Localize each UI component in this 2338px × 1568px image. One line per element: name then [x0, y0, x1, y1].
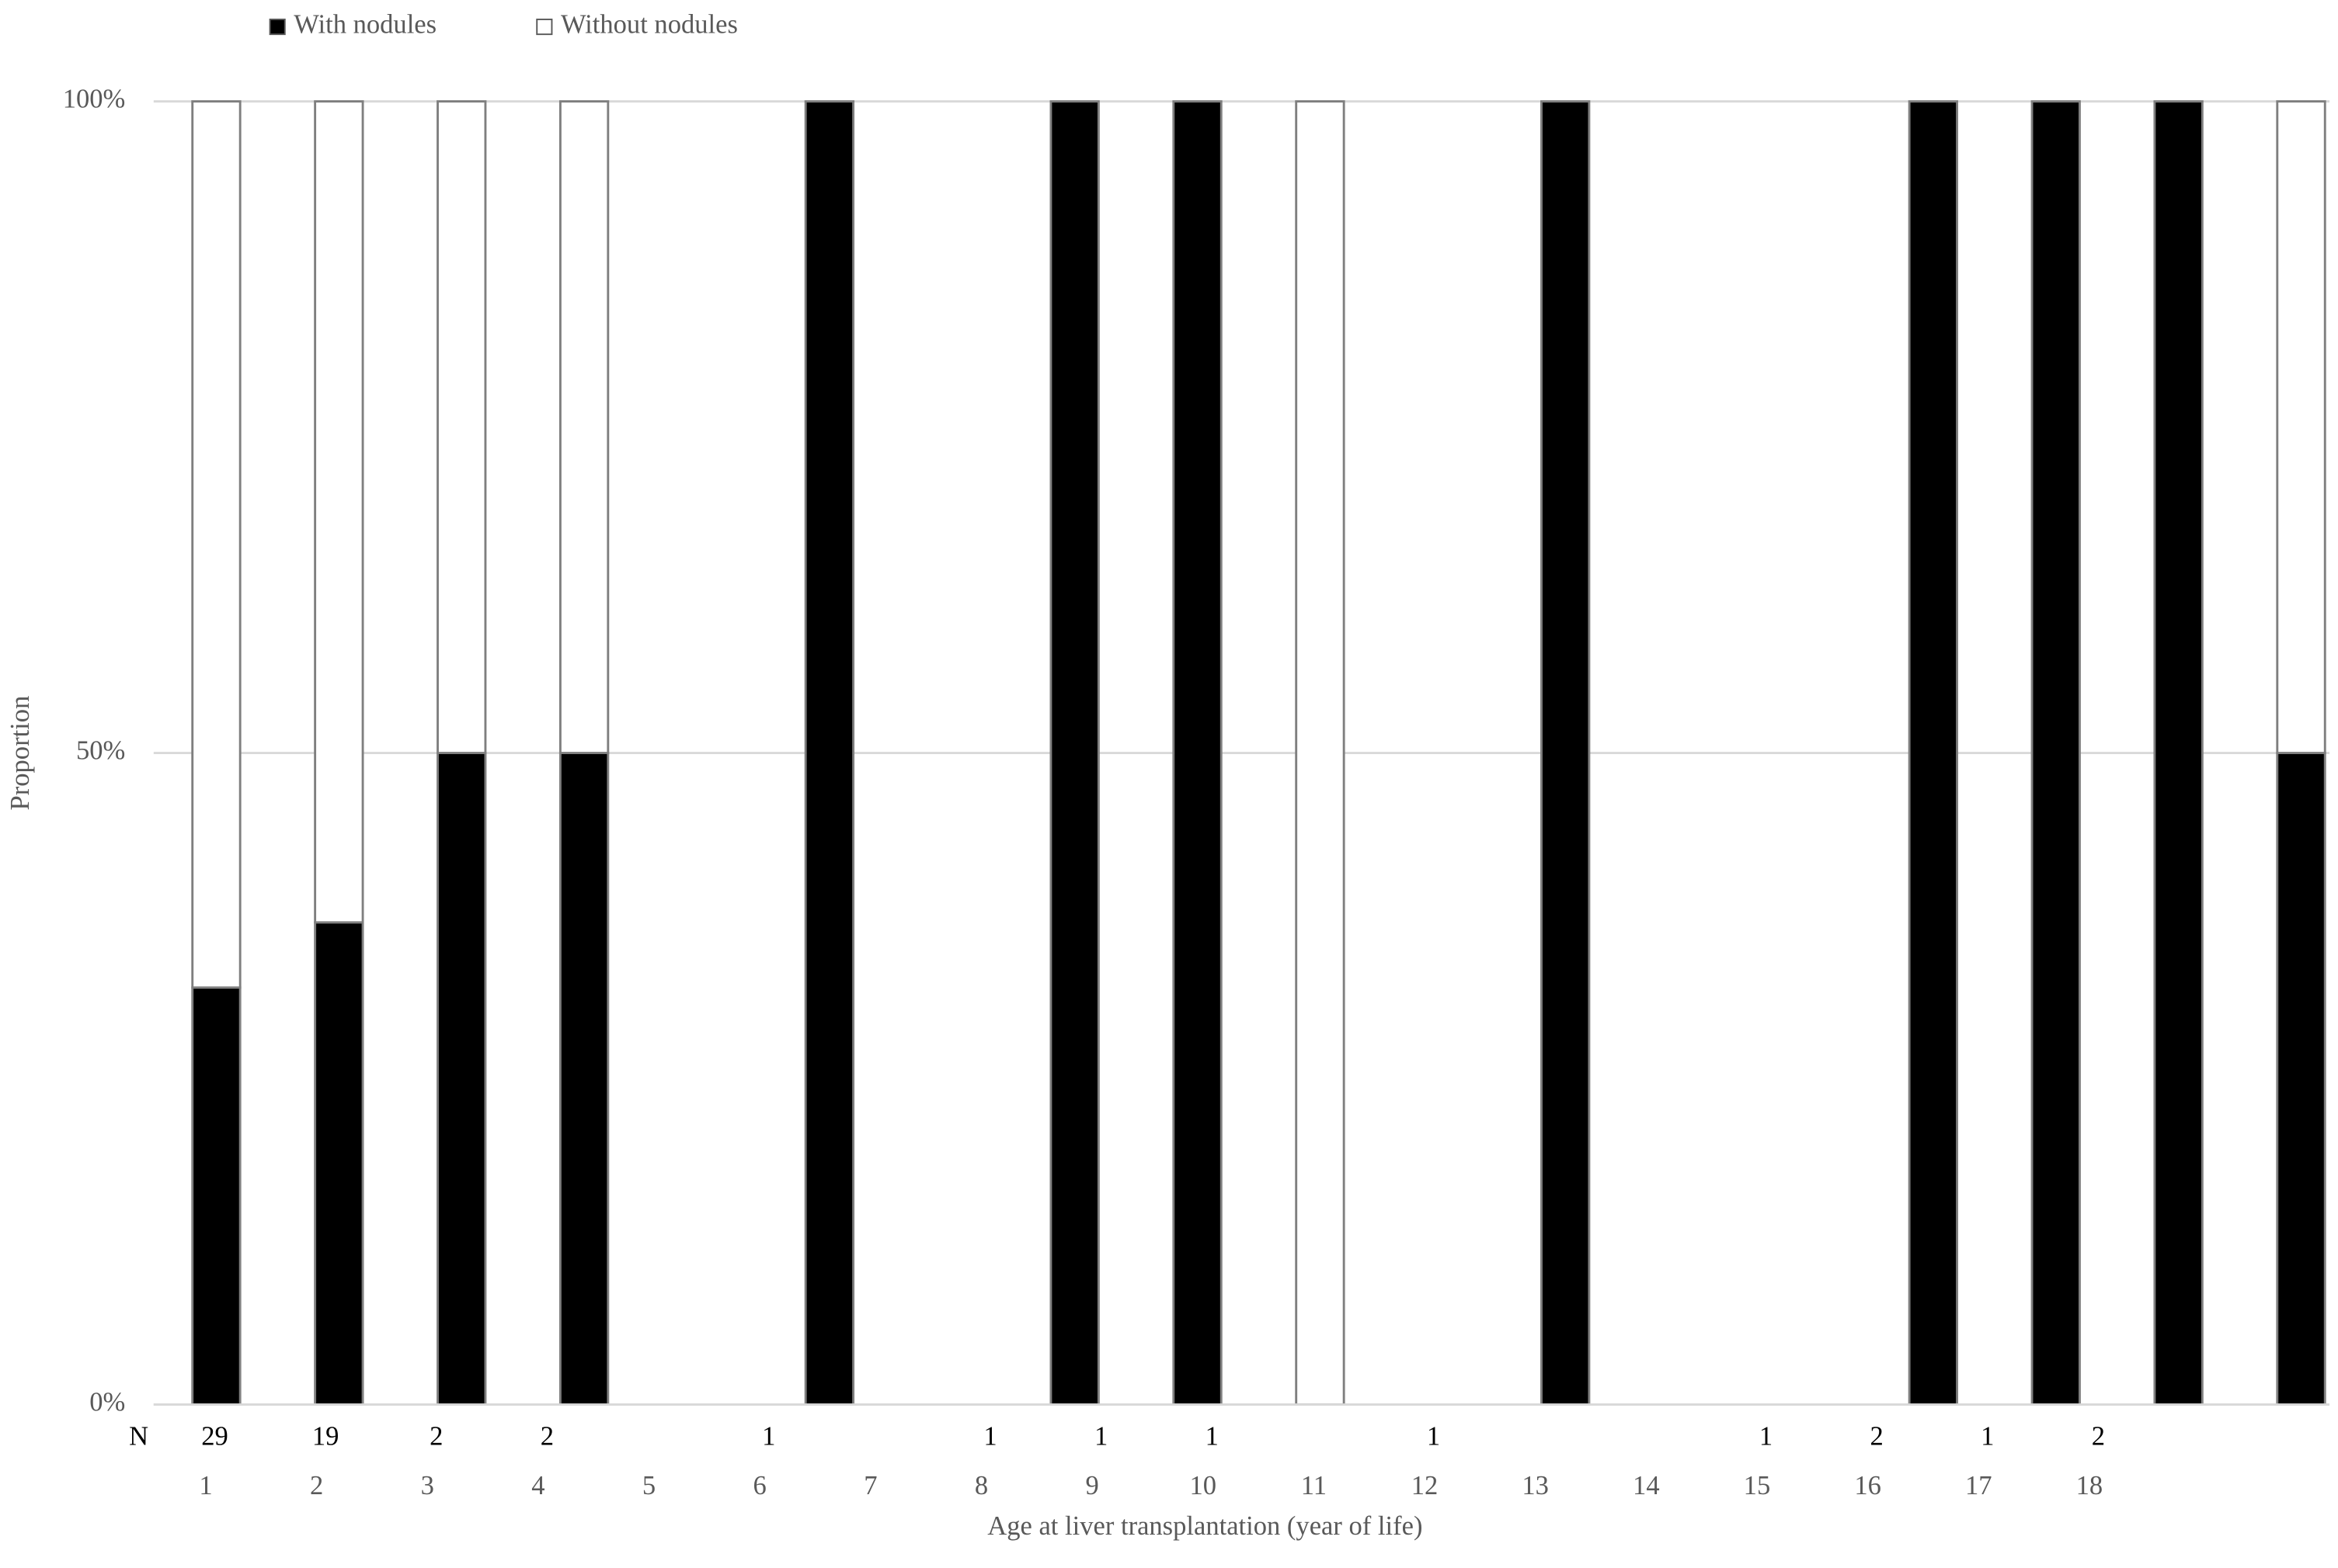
bar-segment — [1540, 100, 1591, 1406]
x-tick-label: 11 — [1301, 1471, 1327, 1500]
x-tick-label: 3 — [421, 1471, 434, 1500]
n-value: 1 — [1981, 1422, 1994, 1452]
x-tick-label: 18 — [2076, 1471, 2103, 1500]
x-axis-title: Age at liver transplantation (year of li… — [987, 1511, 1422, 1541]
bar-segment — [2030, 100, 2081, 1406]
legend-label: Without nodules — [561, 9, 738, 39]
n-value: 19 — [312, 1422, 339, 1452]
x-tick-label: 16 — [1854, 1471, 1881, 1500]
legend-label: With nodules — [294, 9, 437, 39]
x-tick-label: 7 — [864, 1471, 877, 1500]
x-tick-label: 12 — [1411, 1471, 1439, 1500]
n-value: 29 — [201, 1422, 228, 1452]
x-tick-label: 15 — [1744, 1471, 1771, 1500]
y-axis-title: Proportion — [5, 696, 35, 811]
bar-segment — [558, 752, 610, 1406]
bar-segment — [2276, 752, 2326, 1406]
n-value: 1 — [1206, 1422, 1219, 1452]
n-value: 2 — [430, 1422, 443, 1452]
x-tick-label: 8 — [975, 1471, 988, 1500]
x-tick-label: 14 — [1633, 1471, 1660, 1500]
x-tick-label: 13 — [1522, 1471, 1549, 1500]
n-value: 1 — [1427, 1422, 1440, 1452]
bar-segment — [191, 986, 242, 1406]
x-tick-label: 6 — [753, 1471, 767, 1500]
bar-segment — [1049, 100, 1100, 1406]
y-tick-label: 50% — [76, 735, 125, 765]
bar-segment — [558, 100, 610, 755]
bar-segment — [1908, 100, 1959, 1406]
x-tick-label: 2 — [310, 1471, 323, 1500]
n-value: 1 — [1094, 1422, 1108, 1452]
bar-segment — [1172, 100, 1223, 1406]
legend-swatch — [269, 18, 286, 36]
legend-swatch — [536, 18, 553, 36]
x-tick-label: 17 — [1965, 1471, 1992, 1500]
bar-segment — [2276, 100, 2326, 755]
x-tick-label: 1 — [199, 1471, 212, 1500]
bar-segment — [314, 100, 364, 924]
bar-segment — [437, 100, 487, 755]
y-tick-label: 0% — [89, 1387, 125, 1417]
bar-segment — [191, 100, 242, 989]
bar-segment — [1295, 100, 1345, 1406]
n-value: 1 — [983, 1422, 997, 1452]
x-tick-label: 4 — [531, 1471, 544, 1500]
n-value: 1 — [762, 1422, 775, 1452]
x-tick-label: 10 — [1189, 1471, 1216, 1500]
bar-segment — [314, 921, 364, 1406]
n-value: 2 — [2092, 1422, 2105, 1452]
x-tick-label: 9 — [1085, 1471, 1098, 1500]
x-tick-label: 5 — [642, 1471, 656, 1500]
n-value: 2 — [1870, 1422, 1883, 1452]
y-tick-label: 100% — [63, 84, 126, 113]
n-value: 1 — [1759, 1422, 1773, 1452]
n-value: 2 — [541, 1422, 554, 1452]
n-row-label: N — [129, 1422, 148, 1452]
bar-segment — [2153, 100, 2204, 1406]
bar-segment — [804, 100, 855, 1406]
bar-segment — [437, 752, 487, 1406]
